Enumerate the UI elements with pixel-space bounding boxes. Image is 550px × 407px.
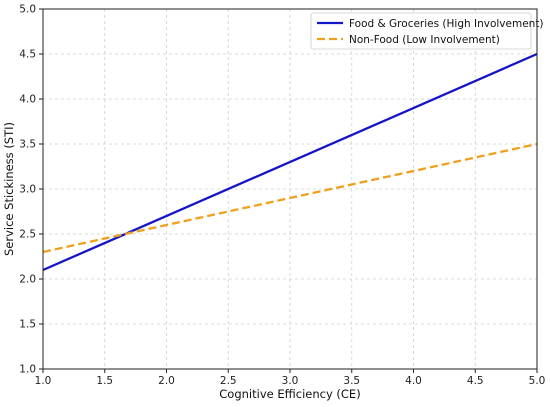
axis-ticks: 1.0 1.5 2.0 2.5 3.0 3.5 4.0 4.5 5.0 1.0 1.5 2.0 2.5 3… xyxy=(19,4,545,388)
y-axis-label: Service Stickiness (STI) xyxy=(2,122,16,256)
y-tick-label: 5.0 xyxy=(19,4,36,16)
y-tick-label: 3.5 xyxy=(19,139,36,151)
series-line-1 xyxy=(42,142,538,254)
x-tick-label: 5.0 xyxy=(529,375,546,387)
legend: Food & Groceries (High Involvement) Non-… xyxy=(310,12,544,50)
y-tick-label: 2.5 xyxy=(19,229,36,241)
x-tick-label: 2.0 xyxy=(158,375,175,387)
x-tick-label: 1.0 xyxy=(35,375,52,387)
x-tick-label: 4.5 xyxy=(467,375,484,387)
x-tick-label: 4.0 xyxy=(405,375,422,387)
legend-label-non-food: Non-Food (Low Involvement) xyxy=(349,34,500,46)
y-tick-label: 3.0 xyxy=(19,184,36,196)
legend-label-food: Food & Groceries (High Involvement) xyxy=(349,18,544,30)
series-lines xyxy=(42,52,538,272)
legend-box xyxy=(310,12,532,50)
x-tick-label: 2.5 xyxy=(220,375,237,387)
y-tick-label: 1.5 xyxy=(19,319,36,331)
x-tick-label: 3.0 xyxy=(282,375,299,387)
x-tick-label: 1.5 xyxy=(96,375,113,387)
y-tick-label: 1.0 xyxy=(19,364,36,376)
x-tick-label: 3.5 xyxy=(343,375,360,387)
x-axis-label: Cognitive Efficiency (CE) xyxy=(219,387,360,401)
y-tick-label: 4.0 xyxy=(19,94,36,106)
y-tick-label: 4.5 xyxy=(19,49,36,61)
y-tick-label: 2.0 xyxy=(19,274,36,286)
grid-lines xyxy=(42,8,538,370)
